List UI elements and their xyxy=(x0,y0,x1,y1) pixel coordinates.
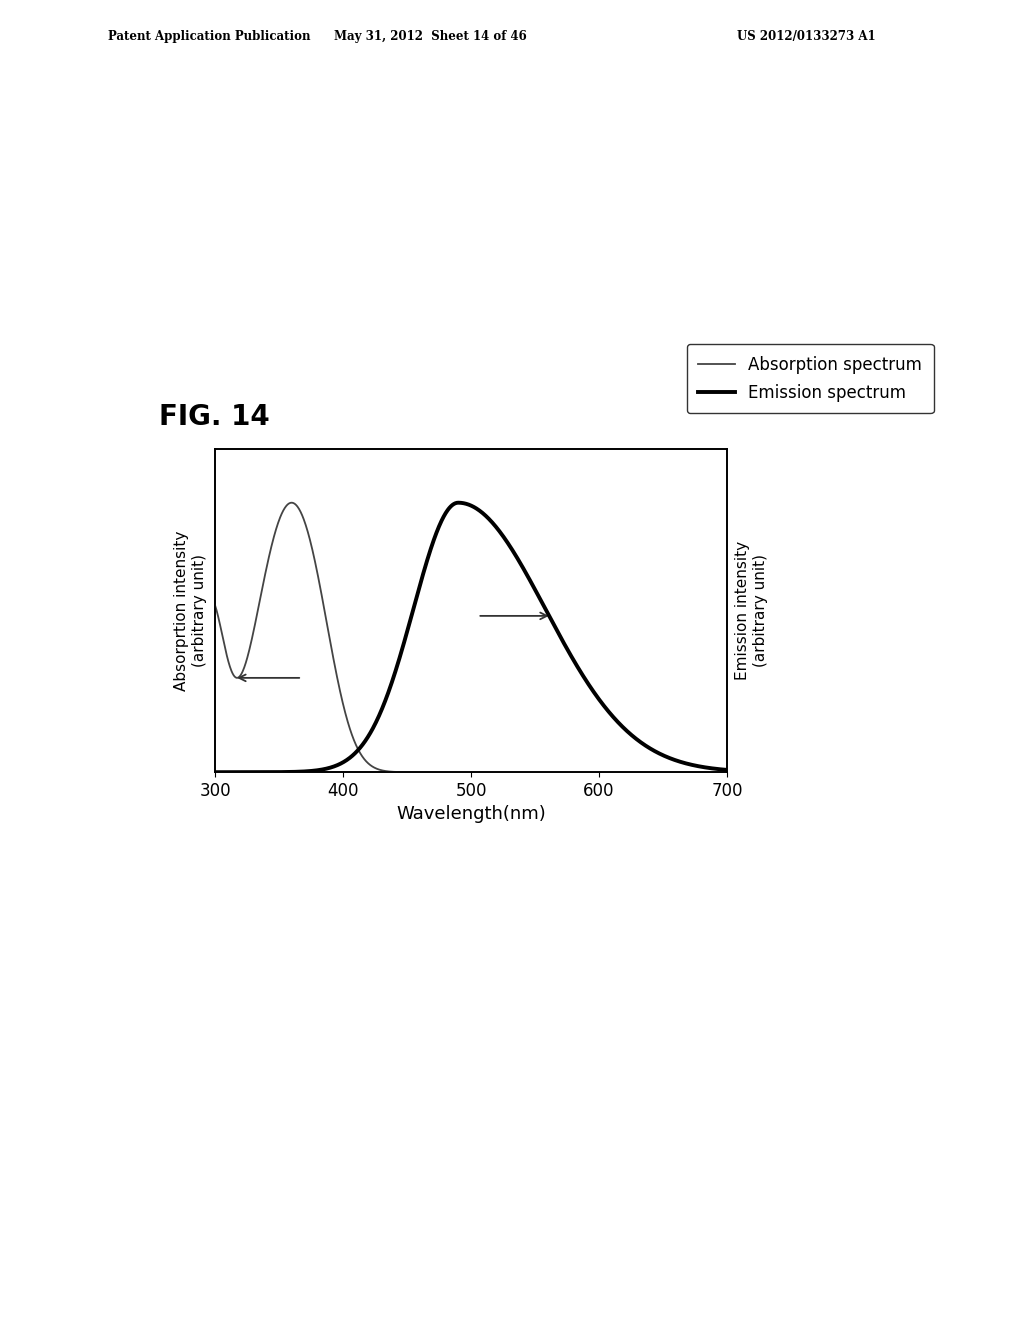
Text: US 2012/0133273 A1: US 2012/0133273 A1 xyxy=(737,30,876,44)
Y-axis label: Absorprtion intensity
(arbitrary unit): Absorprtion intensity (arbitrary unit) xyxy=(174,531,207,690)
Legend: Absorption spectrum, Emission spectrum: Absorption spectrum, Emission spectrum xyxy=(686,345,934,413)
Text: Patent Application Publication: Patent Application Publication xyxy=(108,30,310,44)
Text: FIG. 14: FIG. 14 xyxy=(159,403,269,430)
X-axis label: Wavelength(nm): Wavelength(nm) xyxy=(396,805,546,824)
Text: May 31, 2012  Sheet 14 of 46: May 31, 2012 Sheet 14 of 46 xyxy=(334,30,526,44)
Y-axis label: Emission intensity
(arbitrary unit): Emission intensity (arbitrary unit) xyxy=(735,541,768,680)
